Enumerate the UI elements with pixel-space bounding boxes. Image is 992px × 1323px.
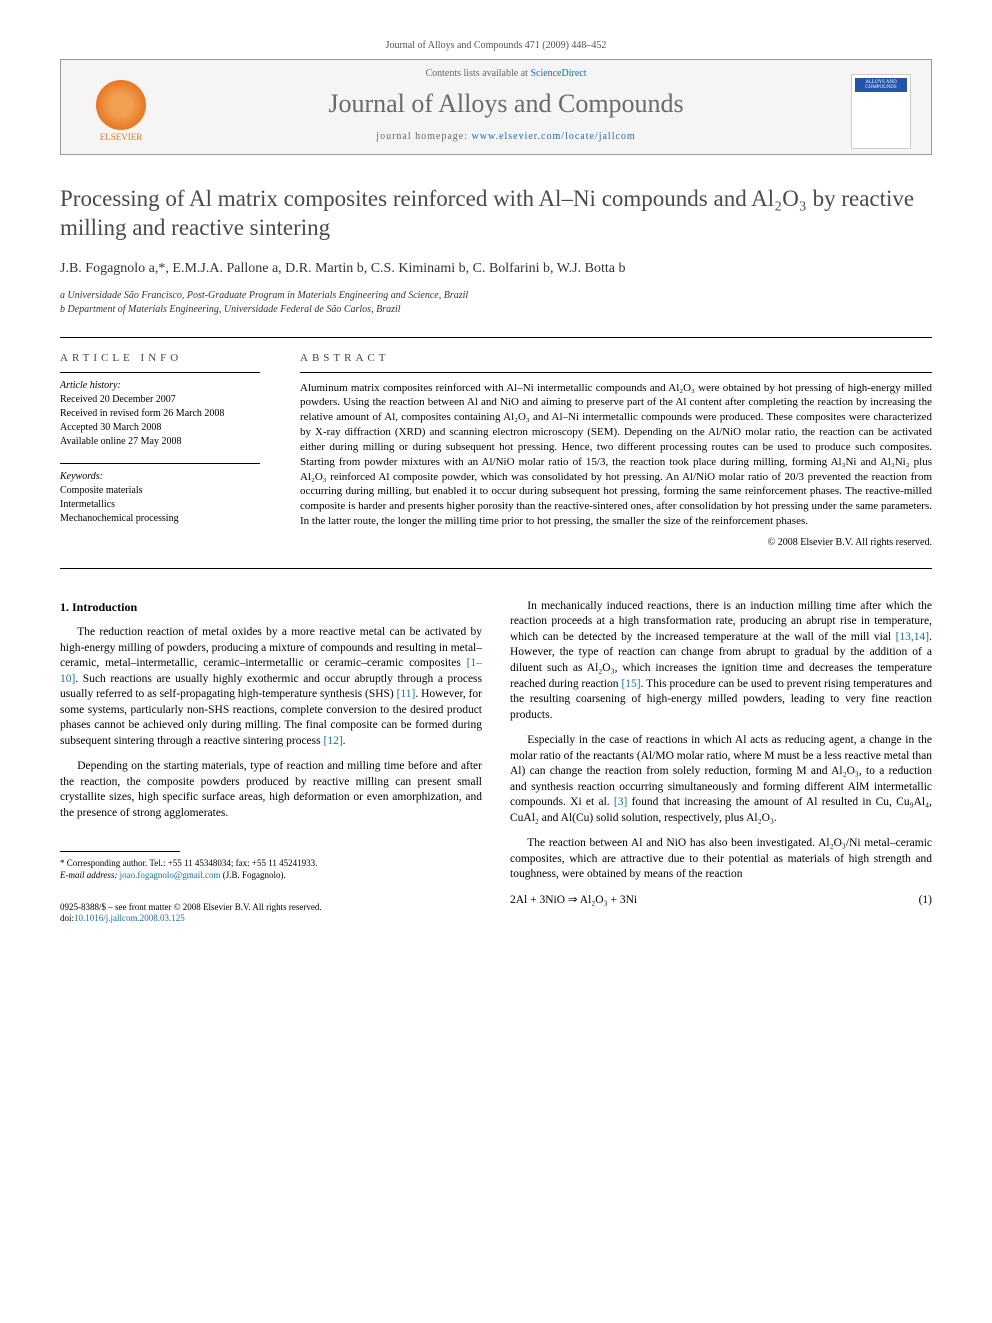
affiliations: a Universidade São Francisco, Post-Gradu…: [60, 289, 932, 317]
footnote-email-label: E-mail address:: [60, 870, 120, 880]
keyword-3: Mechanochemical processing: [60, 512, 260, 526]
elsevier-logo: ELSEVIER: [81, 71, 161, 151]
abstract-column: abstract Aluminum matrix composites rein…: [300, 352, 932, 548]
ref-11[interactable]: [11]: [397, 688, 416, 700]
contents-line: Contents lists available at ScienceDirec…: [161, 68, 851, 79]
journal-name: Journal of Alloys and Compounds: [161, 89, 851, 119]
equation-1-expr: 2Al + 3NiO ⇒ Al₂O₃ + 3Ni: [510, 893, 637, 909]
history-online: Available online 27 May 2008: [60, 435, 260, 449]
article-info-heading: article info: [60, 352, 260, 364]
section-1-heading: 1. Introduction: [60, 599, 482, 615]
p3-text-a: In mechanically induced reactions, there…: [510, 600, 932, 643]
footnote-email-suffix: (J.B. Fogagnolo).: [220, 870, 285, 880]
abstract-copyright: © 2008 Elsevier B.V. All rights reserved…: [300, 537, 932, 548]
keyword-2: Intermetallics: [60, 498, 260, 512]
footnote-corr: * Corresponding author. Tel.: +55 11 453…: [60, 858, 482, 870]
abstract-text: Aluminum matrix composites reinforced wi…: [300, 372, 932, 529]
p1-text-d: .: [343, 735, 346, 747]
cover-thumb-label: ALLOYS AND COMPOUNDS: [855, 78, 907, 92]
affiliation-a: a Universidade São Francisco, Post-Gradu…: [60, 289, 932, 303]
history-revised: Received in revised form 26 March 2008: [60, 407, 260, 421]
intro-p3: In mechanically induced reactions, there…: [510, 599, 932, 723]
body-columns: 1. Introduction The reduction reaction o…: [60, 599, 932, 925]
abstract-heading: abstract: [300, 352, 932, 364]
footer-doi-label: doi:: [60, 913, 74, 923]
affiliation-b: b Department of Materials Engineering, U…: [60, 303, 932, 317]
divider: [60, 337, 932, 338]
article-title: Processing of Al matrix composites reinf…: [60, 185, 932, 243]
history-received: Received 20 December 2007: [60, 393, 260, 407]
journal-header: ELSEVIER Contents lists available at Sci…: [60, 59, 932, 155]
homepage-prefix: journal homepage:: [376, 131, 471, 142]
footer-frontmatter: 0925-8388/$ – see front matter © 2008 El…: [60, 902, 482, 914]
contents-prefix: Contents lists available at: [425, 68, 530, 79]
intro-p4: Especially in the case of reactions in w…: [510, 733, 932, 826]
keywords-label: Keywords:: [60, 470, 260, 484]
keyword-1: Composite materials: [60, 484, 260, 498]
journal-cover-thumbnail: ALLOYS AND COMPOUNDS: [851, 74, 911, 149]
elsevier-tree-icon: [96, 80, 146, 130]
ref-12[interactable]: [12]: [323, 735, 342, 747]
ref-15[interactable]: [15]: [621, 678, 640, 690]
ref-13-14[interactable]: [13,14]: [896, 631, 930, 643]
ref-3[interactable]: [3]: [614, 796, 627, 808]
footnote-email-link[interactable]: joao.fogagnolo@gmail.com: [120, 870, 221, 880]
equation-1: 2Al + 3NiO ⇒ Al₂O₃ + 3Ni (1): [510, 893, 932, 909]
sciencedirect-link[interactable]: ScienceDirect: [530, 68, 586, 79]
article-info-column: article info Article history: Received 2…: [60, 352, 260, 548]
page-footer: 0925-8388/$ – see front matter © 2008 El…: [60, 902, 482, 925]
history-accepted: Accepted 30 March 2008: [60, 421, 260, 435]
journal-reference: Journal of Alloys and Compounds 471 (200…: [60, 40, 932, 51]
right-column: In mechanically induced reactions, there…: [510, 599, 932, 925]
divider: [60, 568, 932, 569]
equation-1-number: (1): [919, 893, 932, 909]
author-list: J.B. Fogagnolo a,*, E.M.J.A. Pallone a, …: [60, 261, 932, 277]
article-history: Article history: Received 20 December 20…: [60, 372, 260, 449]
corresponding-author-footnote: * Corresponding author. Tel.: +55 11 453…: [60, 858, 482, 881]
intro-p5: The reaction between Al and NiO has also…: [510, 836, 932, 883]
footer-doi-link[interactable]: 10.1016/j.jallcom.2008.03.125: [74, 913, 185, 923]
history-label: Article history:: [60, 379, 260, 393]
elsevier-logo-text: ELSEVIER: [100, 132, 143, 142]
intro-p1: The reduction reaction of metal oxides b…: [60, 625, 482, 749]
homepage-line: journal homepage: www.elsevier.com/locat…: [161, 131, 851, 154]
journal-homepage-link[interactable]: www.elsevier.com/locate/jallcom: [472, 131, 636, 142]
left-column: 1. Introduction The reduction reaction o…: [60, 599, 482, 925]
intro-p2: Depending on the starting materials, typ…: [60, 759, 482, 821]
keywords-block: Keywords: Composite materials Intermetal…: [60, 463, 260, 526]
p1-text-a: The reduction reaction of metal oxides b…: [60, 626, 482, 669]
footnote-separator: [60, 851, 180, 852]
